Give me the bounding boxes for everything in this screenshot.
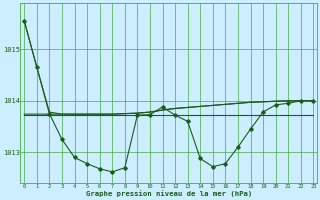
X-axis label: Graphe pression niveau de la mer (hPa): Graphe pression niveau de la mer (hPa): [86, 190, 252, 197]
